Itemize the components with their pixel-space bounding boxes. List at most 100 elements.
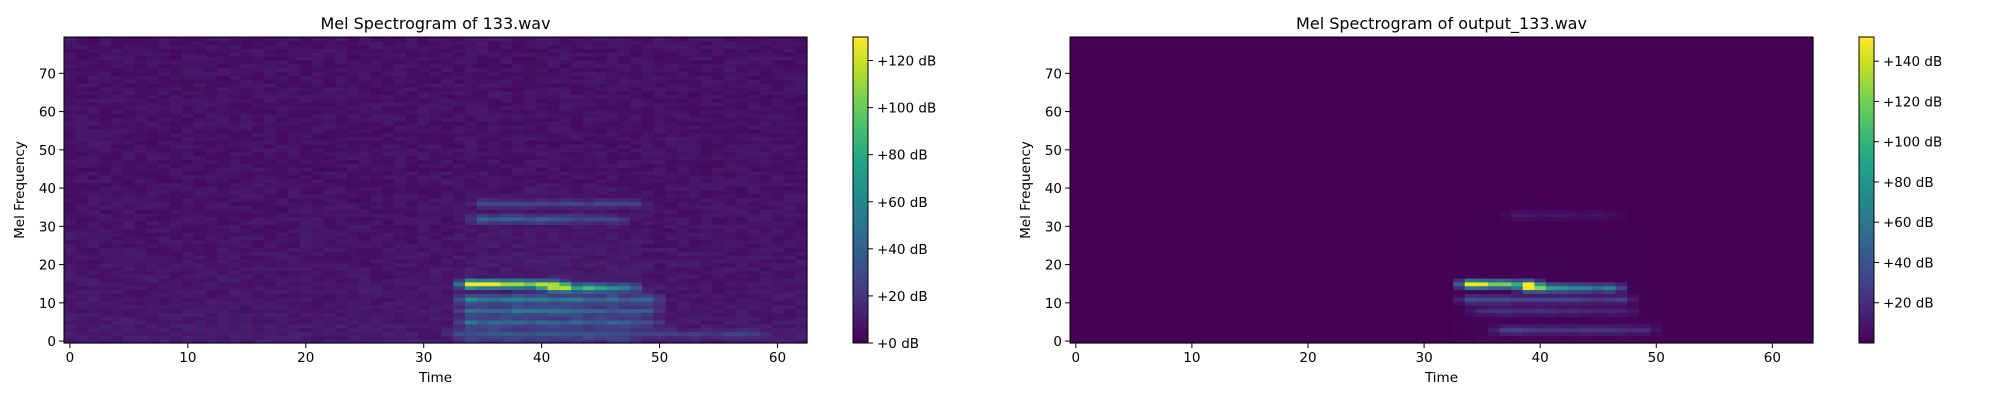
heatmap-cell [335, 64, 347, 68]
heatmap-cell [430, 37, 442, 41]
heatmap-cell [760, 305, 772, 309]
heatmap-cell [182, 114, 194, 118]
heatmap-cell [430, 274, 442, 278]
heatmap-cell [300, 94, 312, 98]
heatmap-cell [123, 171, 135, 175]
heatmap-cell [335, 156, 347, 160]
heatmap-cell [583, 286, 595, 290]
heatmap-cell [536, 213, 548, 217]
heatmap-cell [489, 163, 501, 167]
heatmap-cell [147, 198, 159, 202]
heatmap-cell [677, 217, 689, 221]
heatmap-cell [300, 209, 312, 213]
heatmap-cell [642, 263, 654, 267]
heatmap-cell [347, 213, 359, 217]
heatmap-cell [465, 236, 477, 240]
heatmap-cell [783, 244, 795, 248]
heatmap-cell [795, 305, 807, 309]
heatmap-cell [88, 121, 100, 125]
heatmap-cell [654, 267, 666, 271]
heatmap-cell [441, 270, 453, 274]
heatmap-cell [583, 179, 595, 183]
heatmap-cell [64, 125, 76, 129]
heatmap-cell [229, 144, 241, 148]
heatmap-cell [418, 98, 430, 102]
heatmap-cell [500, 236, 512, 240]
heatmap-cell [418, 217, 430, 221]
heatmap-cell [677, 87, 689, 91]
heatmap-cell [724, 125, 736, 129]
heatmap-cell [111, 190, 123, 194]
heatmap-cell [158, 324, 170, 328]
heatmap-cell [371, 167, 383, 171]
heatmap-cell [394, 45, 406, 49]
heatmap-cell [147, 309, 159, 313]
heatmap-cell [123, 179, 135, 183]
heatmap-cell [88, 179, 100, 183]
heatmap-cell [170, 267, 182, 271]
heatmap-cell [524, 267, 536, 271]
heatmap-cell [312, 259, 324, 263]
heatmap-cell [465, 186, 477, 190]
heatmap-cell [182, 190, 194, 194]
heatmap-cell [583, 186, 595, 190]
heatmap-cell [713, 251, 725, 255]
heatmap-cell [760, 274, 772, 278]
heatmap-cell [135, 98, 147, 102]
heatmap-cell [312, 201, 324, 205]
heatmap-cell [465, 259, 477, 263]
heatmap-cell [512, 167, 524, 171]
heatmap-cell [477, 213, 489, 217]
heatmap-cell [548, 152, 560, 156]
heatmap-cell [465, 163, 477, 167]
heatmap-cell [736, 324, 748, 328]
heatmap-cell [147, 232, 159, 236]
heatmap-cell [170, 244, 182, 248]
heatmap-cell [665, 75, 677, 79]
heatmap-cell [147, 209, 159, 213]
heatmap-cell [194, 259, 206, 263]
heatmap-cell [453, 286, 465, 290]
heatmap-cell [394, 332, 406, 336]
heatmap-cell [194, 213, 206, 217]
heatmap-cell [689, 305, 701, 309]
heatmap-cell [701, 324, 713, 328]
heatmap-cell [312, 148, 324, 152]
heatmap-cell [618, 110, 630, 114]
heatmap-cell [158, 167, 170, 171]
heatmap-cell [206, 224, 218, 228]
heatmap-cell [359, 179, 371, 183]
heatmap-cell [465, 301, 477, 305]
heatmap-cell [170, 87, 182, 91]
heatmap-cell [783, 228, 795, 232]
heatmap-cell [783, 129, 795, 133]
heatmap-cell [371, 144, 383, 148]
heatmap-cell [206, 64, 218, 68]
heatmap-cell [618, 159, 630, 163]
heatmap-cell [382, 324, 394, 328]
heatmap-cell [583, 289, 595, 293]
heatmap-cell [772, 301, 784, 305]
heatmap-cell [477, 282, 489, 286]
heatmap-cell [571, 240, 583, 244]
heatmap-cell [147, 121, 159, 125]
heatmap-cell [158, 247, 170, 251]
heatmap-cell [607, 56, 619, 60]
heatmap-cell [253, 324, 265, 328]
heatmap-cell [689, 278, 701, 282]
heatmap-cell [276, 198, 288, 202]
heatmap-cell [500, 305, 512, 309]
heatmap-cell [335, 41, 347, 45]
heatmap-cell [217, 282, 229, 286]
heatmap-cell [158, 98, 170, 102]
heatmap-cell [736, 60, 748, 64]
heatmap-cell [335, 328, 347, 332]
heatmap-cell [229, 240, 241, 244]
heatmap-cell [76, 221, 88, 225]
heatmap-cell [477, 102, 489, 106]
heatmap-cell [170, 45, 182, 49]
heatmap-cell [276, 282, 288, 286]
heatmap-cell [111, 106, 123, 110]
heatmap-cell [300, 251, 312, 255]
heatmap-cell [441, 159, 453, 163]
